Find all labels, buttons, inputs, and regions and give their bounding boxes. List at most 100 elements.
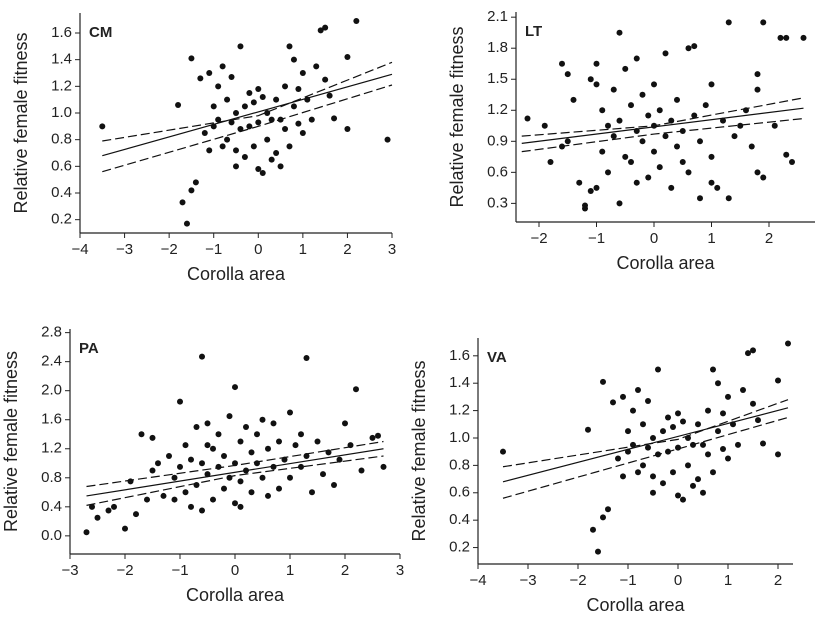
point — [255, 86, 262, 92]
point — [264, 110, 271, 116]
point — [248, 449, 255, 456]
y-tick-label: 0.8 — [449, 456, 470, 473]
point — [250, 99, 257, 106]
y-tick-label: 1.4 — [449, 374, 470, 391]
x-tick-label: 0 — [231, 562, 239, 579]
x-tick-label: −1 — [205, 241, 222, 258]
fit-line — [102, 73, 393, 157]
point — [760, 19, 767, 26]
y-tick-label: 1.5 — [487, 70, 508, 87]
panel-label: CM — [89, 24, 112, 41]
point — [559, 143, 565, 150]
y-tick-label: 0.4 — [41, 498, 62, 515]
point — [500, 448, 506, 455]
point — [254, 431, 260, 438]
point — [138, 431, 145, 438]
point — [593, 60, 600, 67]
point — [259, 474, 266, 481]
x-axis-label: Corolla area — [616, 253, 715, 273]
point — [783, 151, 790, 158]
fit-line — [521, 107, 804, 144]
point — [210, 123, 217, 130]
y-tick-label: 2.1 — [487, 8, 508, 25]
point — [616, 200, 623, 207]
point — [286, 143, 293, 150]
point — [241, 154, 248, 160]
point — [680, 496, 686, 503]
point — [800, 34, 807, 41]
point — [155, 460, 161, 467]
point — [210, 103, 217, 110]
point — [331, 115, 338, 122]
point — [320, 471, 326, 478]
point — [111, 503, 117, 510]
point — [193, 482, 200, 489]
point — [760, 174, 767, 181]
point — [720, 410, 726, 417]
point — [313, 63, 320, 70]
y-tick-label: 1.2 — [487, 101, 508, 118]
point — [175, 102, 182, 108]
point — [582, 205, 588, 212]
point — [94, 514, 101, 521]
x-tick-label: 2 — [343, 241, 351, 258]
point — [215, 431, 222, 438]
point — [255, 166, 262, 172]
point — [265, 445, 271, 452]
point — [277, 116, 284, 123]
point — [616, 117, 623, 124]
point — [650, 434, 656, 441]
point — [290, 56, 297, 63]
point — [232, 460, 238, 467]
point — [224, 136, 231, 143]
y-tick-label: 1.6 — [449, 347, 470, 364]
point — [559, 60, 565, 67]
point — [246, 123, 253, 130]
point — [685, 434, 691, 441]
point — [645, 174, 652, 181]
point — [122, 525, 128, 532]
point — [276, 438, 282, 445]
point — [273, 96, 280, 103]
point — [215, 116, 222, 123]
point — [740, 387, 746, 394]
point — [204, 471, 211, 478]
x-axis-label: Corolla area — [586, 595, 685, 615]
point — [633, 127, 640, 134]
point — [331, 482, 337, 489]
point — [680, 418, 686, 425]
point — [605, 169, 611, 176]
y-tick-label: 1.2 — [41, 440, 62, 457]
point — [281, 456, 288, 463]
point — [625, 448, 631, 455]
y-tick-label: 1.0 — [51, 104, 72, 121]
point — [270, 420, 277, 427]
point — [326, 92, 333, 99]
point — [650, 489, 656, 496]
y-tick-label: 0.0 — [41, 527, 62, 544]
point — [600, 378, 606, 385]
y-axis-label: Relative female fitness — [1, 351, 21, 532]
point — [675, 492, 681, 499]
point — [714, 184, 721, 191]
point — [595, 548, 601, 555]
point — [182, 489, 189, 496]
point — [304, 96, 311, 103]
point — [226, 474, 233, 481]
point — [188, 503, 194, 510]
point — [690, 441, 696, 448]
point — [201, 130, 208, 136]
y-tick-label: 1.4 — [51, 51, 72, 68]
point — [322, 24, 329, 31]
point — [610, 86, 617, 93]
point — [564, 71, 571, 78]
point — [228, 119, 235, 126]
point — [674, 143, 680, 150]
point — [303, 355, 310, 362]
x-tick-label: −4 — [71, 241, 88, 258]
fit-line — [102, 61, 393, 142]
point — [369, 434, 376, 441]
point — [237, 478, 244, 485]
point — [336, 456, 343, 463]
point — [685, 462, 691, 469]
